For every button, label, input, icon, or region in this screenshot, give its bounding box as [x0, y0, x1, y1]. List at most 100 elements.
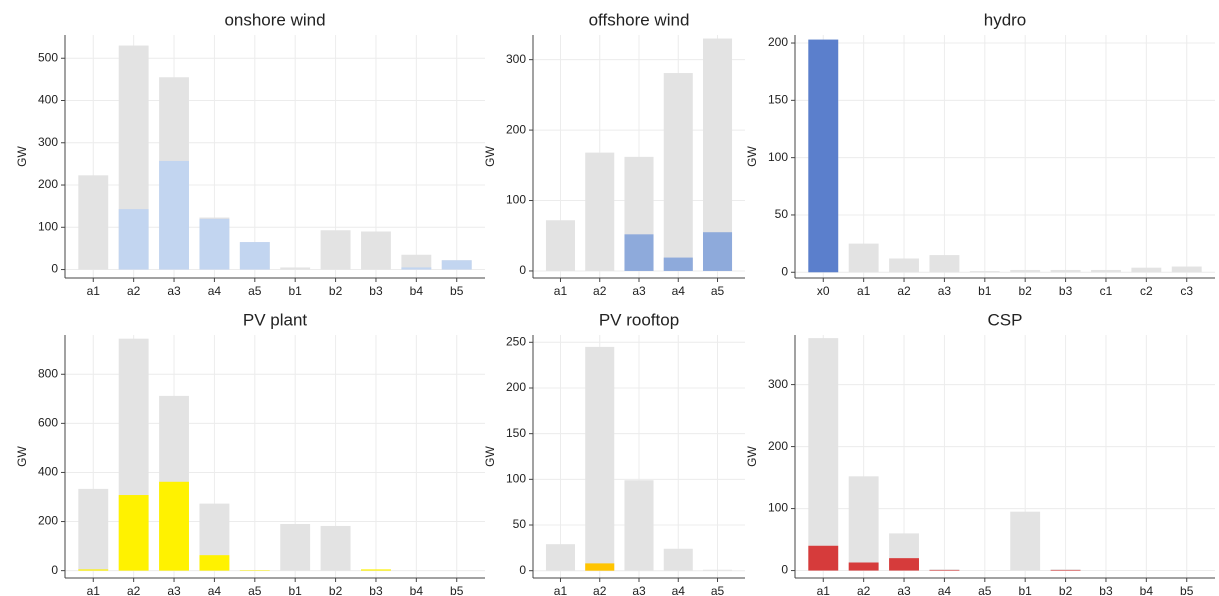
x-tick-label: a2 — [593, 284, 607, 298]
x-tick-label: a4 — [672, 284, 686, 298]
y-tick-label: 0 — [51, 262, 58, 276]
bar — [1050, 269, 1081, 273]
bar — [1010, 511, 1041, 571]
x-tick-label: a5 — [248, 584, 262, 596]
y-tick-label: 300 — [506, 52, 526, 66]
y-tick-label: 200 — [768, 439, 788, 453]
panel: onshore wind GW 0 100 200 300 400 500 a1 a2 a3 a4 a5… — [15, 10, 485, 298]
bar — [1050, 569, 1081, 571]
bar — [118, 495, 149, 571]
chart-title: onshore wind — [224, 10, 325, 29]
bar — [848, 562, 879, 571]
bar — [663, 73, 693, 271]
bar — [889, 558, 919, 571]
x-tick-label: a3 — [632, 284, 646, 298]
bar — [280, 267, 311, 270]
bar — [1131, 267, 1162, 273]
panel: hydro GW 0 50 100 150 200 x0 a1 a2 a3 b1 b2 b3 c1 c2 c3 — [745, 10, 1215, 298]
y-tick-label: 800 — [38, 366, 58, 380]
x-tick-label: a1 — [554, 584, 568, 596]
x-tick-label: c3 — [1180, 284, 1193, 298]
bar — [441, 260, 472, 270]
x-tick-label: a5 — [711, 584, 725, 596]
bar — [585, 346, 615, 571]
y-tick-label: 100 — [506, 193, 526, 207]
x-tick-label: b2 — [329, 584, 343, 596]
x-tick-label: b5 — [450, 284, 464, 298]
bar — [159, 481, 189, 571]
bar — [159, 160, 189, 270]
x-tick-label: b5 — [450, 584, 464, 596]
bar — [702, 569, 733, 571]
chart-title: hydro — [984, 10, 1027, 29]
bar — [929, 569, 960, 571]
x-tick-label: b4 — [410, 284, 424, 298]
bar — [929, 255, 960, 273]
x-tick-label: b3 — [369, 584, 383, 596]
panel: CSP GW 0 100 200 300 a1 a2 a3 a4 a5 b1 b2 b3 b4 b5 — [745, 310, 1215, 596]
y-tick-label: 0 — [51, 563, 58, 577]
y-tick-label: 0 — [519, 263, 526, 277]
y-axis-label: GW — [15, 446, 29, 467]
x-tick-label: a5 — [978, 584, 992, 596]
y-tick-label: 400 — [38, 93, 58, 107]
y-tick-label: 150 — [506, 426, 526, 440]
y-tick-label: 300 — [38, 135, 58, 149]
bar — [848, 476, 879, 571]
x-tick-label: b2 — [1059, 584, 1073, 596]
bar — [624, 234, 654, 271]
y-tick-label: 200 — [38, 514, 58, 528]
panel: PV plant GW 0 200 400 600 800 a1 a2 a3 a4 a5 b1 b2 b3 b… — [15, 310, 485, 596]
y-tick-label: 100 — [768, 501, 788, 515]
x-tick-label: b4 — [1140, 584, 1154, 596]
bar — [78, 488, 109, 571]
y-tick-label: 50 — [513, 517, 527, 531]
y-tick-label: 100 — [768, 150, 788, 164]
y-tick-label: 600 — [38, 416, 58, 430]
bar — [702, 38, 733, 271]
bar — [1010, 269, 1041, 273]
x-tick-label: a4 — [208, 584, 222, 596]
y-tick-label: 0 — [781, 264, 788, 278]
bar — [545, 544, 576, 571]
bar — [889, 258, 919, 273]
x-tick-label: a3 — [167, 284, 181, 298]
x-tick-label: a5 — [248, 284, 262, 298]
x-tick-label: c1 — [1100, 284, 1113, 298]
x-tick-label: b1 — [289, 284, 303, 298]
y-tick-label: 100 — [506, 472, 526, 486]
x-tick-label: a3 — [632, 584, 646, 596]
x-tick-label: a2 — [127, 584, 141, 596]
y-tick-label: 500 — [38, 50, 58, 64]
y-tick-label: 200 — [768, 35, 788, 49]
bar — [361, 231, 391, 270]
y-axis-label: GW — [483, 446, 497, 467]
bar — [401, 254, 432, 270]
x-tick-label: b2 — [1019, 284, 1033, 298]
y-tick-label: 0 — [519, 563, 526, 577]
y-tick-label: 200 — [38, 177, 58, 191]
x-tick-label: a4 — [672, 584, 686, 596]
bar — [929, 569, 960, 571]
bar — [118, 209, 149, 270]
x-tick-label: a1 — [554, 284, 568, 298]
x-tick-label: a2 — [127, 284, 141, 298]
bar — [280, 524, 311, 571]
bar — [1050, 569, 1081, 571]
x-tick-label: b1 — [289, 584, 303, 596]
bar — [808, 39, 839, 273]
y-tick-label: 150 — [768, 93, 788, 107]
bar — [808, 338, 839, 571]
bar — [401, 267, 432, 270]
bar — [585, 152, 615, 271]
bar — [969, 271, 1000, 273]
x-tick-label: a1 — [857, 284, 871, 298]
y-axis-label: GW — [745, 146, 759, 167]
y-axis-label: GW — [483, 146, 497, 167]
bar — [78, 569, 109, 571]
chart-title: CSP — [988, 310, 1023, 329]
x-tick-label: a3 — [938, 284, 952, 298]
bar — [320, 525, 351, 571]
panel: PV rooftop GW 0 50 100 150 200 250 a1 a2 a3 a4 a5 — [483, 310, 745, 596]
